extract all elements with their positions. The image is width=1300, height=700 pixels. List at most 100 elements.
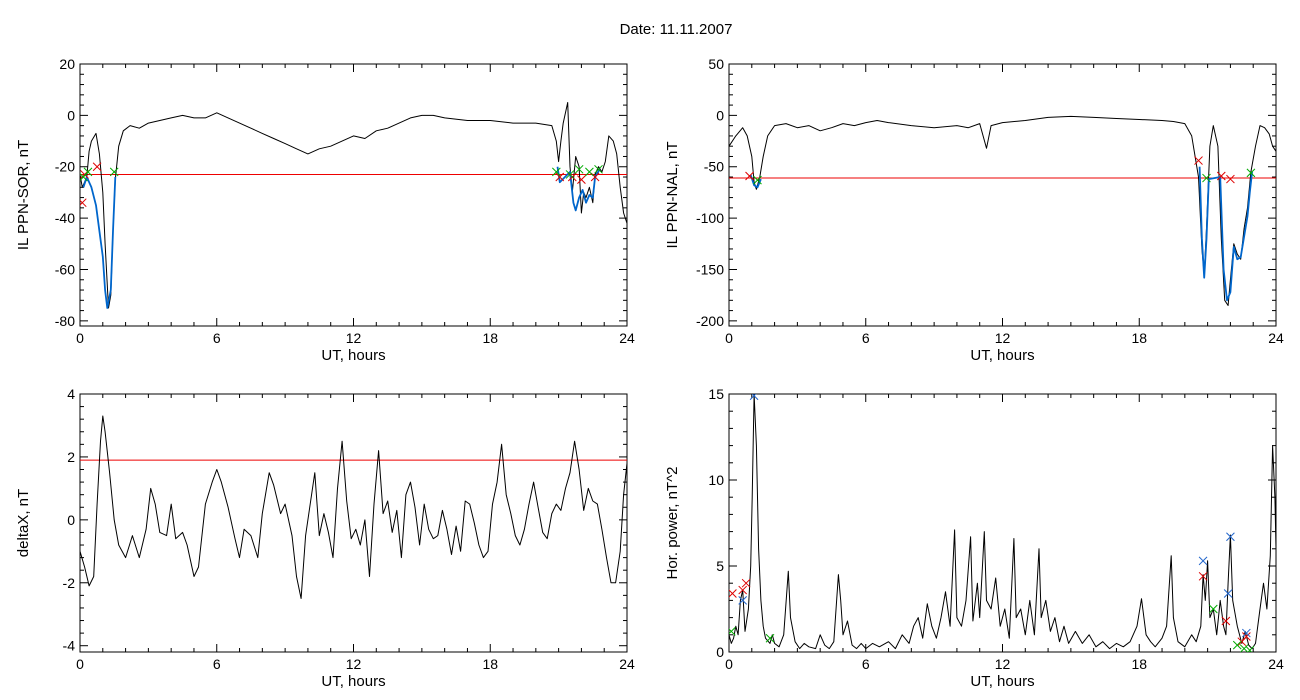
cross-marker-stroke [738,585,748,595]
cross-marker-stroke [753,175,762,185]
cross-marker-stroke [1216,171,1226,181]
x-axis-label: UT, hours [970,347,1034,364]
x-tick-label: 18 [1131,330,1147,346]
cross-marker-stroke [738,596,748,605]
cross-marker-stroke [1246,168,1256,178]
y-tick-label: 0 [67,512,75,528]
cross-marker-stroke [577,175,586,184]
chart-panel-4: 0 6 12 18 24 0 5 10 15 UT, hours Hor. power, nT^2 [664,386,1284,690]
series-line [729,394,1276,650]
x-tick-label: 18 [1131,656,1147,672]
x-tick-label: 24 [1268,330,1284,346]
y-tick-label: -20 [55,159,75,175]
series-line [1198,166,1253,302]
cross-marker [1198,556,1208,566]
cross-marker-stroke [1226,532,1235,542]
chart-panel-2: 0 6 12 18 24 -200 -150 -100 -50 0 50 UT, hours IL PP… [664,56,1284,364]
cross-marker-stroke [741,578,751,588]
y-tick-label: 15 [708,386,724,402]
cross-marker [1226,174,1235,184]
cross-marker [765,633,775,643]
cross-marker-stroke [83,167,93,177]
y-tick-label: 4 [67,386,75,402]
cross-marker [738,585,748,595]
series-line [80,415,627,599]
cross-marker-stroke [1226,174,1235,184]
cross-marker [1208,604,1218,614]
y-axis-label: IL PPN-NAL, nT [664,142,681,249]
x-axis-label: UT, hours [970,673,1034,690]
cross-marker-stroke [745,171,754,181]
plot-frame [79,393,628,653]
cross-marker [1226,532,1235,542]
cross-marker-stroke [565,170,575,179]
y-tick-label: 5 [716,558,724,574]
cross-marker-stroke [1239,644,1249,652]
series-line [729,115,1276,306]
y-tick-label: -50 [704,159,724,175]
y-tick-label: 0 [716,107,724,123]
cross-marker-stroke [1208,604,1218,614]
x-tick-label: 0 [725,656,733,672]
cross-marker-stroke [729,589,737,598]
y-axis-label: deltaX, nT [15,489,32,557]
x-tick-label: 18 [482,656,498,672]
x-tick-label: 12 [995,656,1011,672]
cross-marker [749,394,759,401]
y-tick-label: 0 [716,644,724,660]
y-tick-label: 0 [67,107,75,123]
cross-marker [741,578,751,588]
cross-marker [109,167,119,177]
x-tick-label: 0 [725,330,733,346]
y-tick-label: -100 [696,210,724,226]
cross-marker-stroke [551,167,561,177]
plot-area [80,102,627,309]
cross-marker-stroke [1221,616,1231,626]
x-axis-label: UT, hours [321,347,385,364]
series-line [749,174,762,189]
x-tick-label: 24 [619,656,635,672]
cross-marker-stroke [729,627,736,635]
x-tick-label: 24 [1268,656,1284,672]
cross-marker [1194,156,1203,165]
cross-marker [729,589,737,598]
cross-marker [585,167,594,177]
cross-marker-stroke [80,198,87,206]
y-tick-label: -80 [55,313,75,329]
x-tick-label: 24 [619,330,635,346]
cross-marker [1232,640,1242,650]
y-tick-label: -60 [55,261,75,277]
cross-marker [1221,616,1231,626]
x-tick-label: 6 [862,330,870,346]
cross-marker-stroke [594,164,603,174]
cross-marker-stroke [555,172,565,182]
plot-frame [79,63,628,327]
series-line [82,176,117,309]
cross-marker-stroke [1242,628,1251,638]
x-tick-label: 12 [346,656,362,672]
cross-marker [738,596,748,605]
cross-marker [753,175,762,185]
x-axis-label: UT, hours [321,673,385,690]
x-tick-label: 18 [482,330,498,346]
cross-marker [577,175,586,184]
cross-marker-stroke [92,162,102,172]
cross-marker-stroke [749,394,757,401]
cross-marker [1198,571,1208,581]
cross-marker-stroke [1247,645,1255,652]
series-line [80,102,627,309]
cross-marker [1202,173,1211,183]
y-axis-label: IL PPN-SOR, nT [15,140,32,250]
cross-marker [83,167,93,177]
cross-marker-stroke [1232,640,1242,650]
y-tick-label: -200 [696,313,724,329]
plot-area [80,415,627,599]
chart-panel-1: 0 6 12 18 24 -80 -60 -40 -20 0 20 UT, hours IL PPN-S… [15,56,635,364]
cross-marker [555,172,565,182]
x-tick-label: 6 [213,330,221,346]
cross-marker-stroke [574,164,584,174]
cross-marker [1246,168,1256,178]
